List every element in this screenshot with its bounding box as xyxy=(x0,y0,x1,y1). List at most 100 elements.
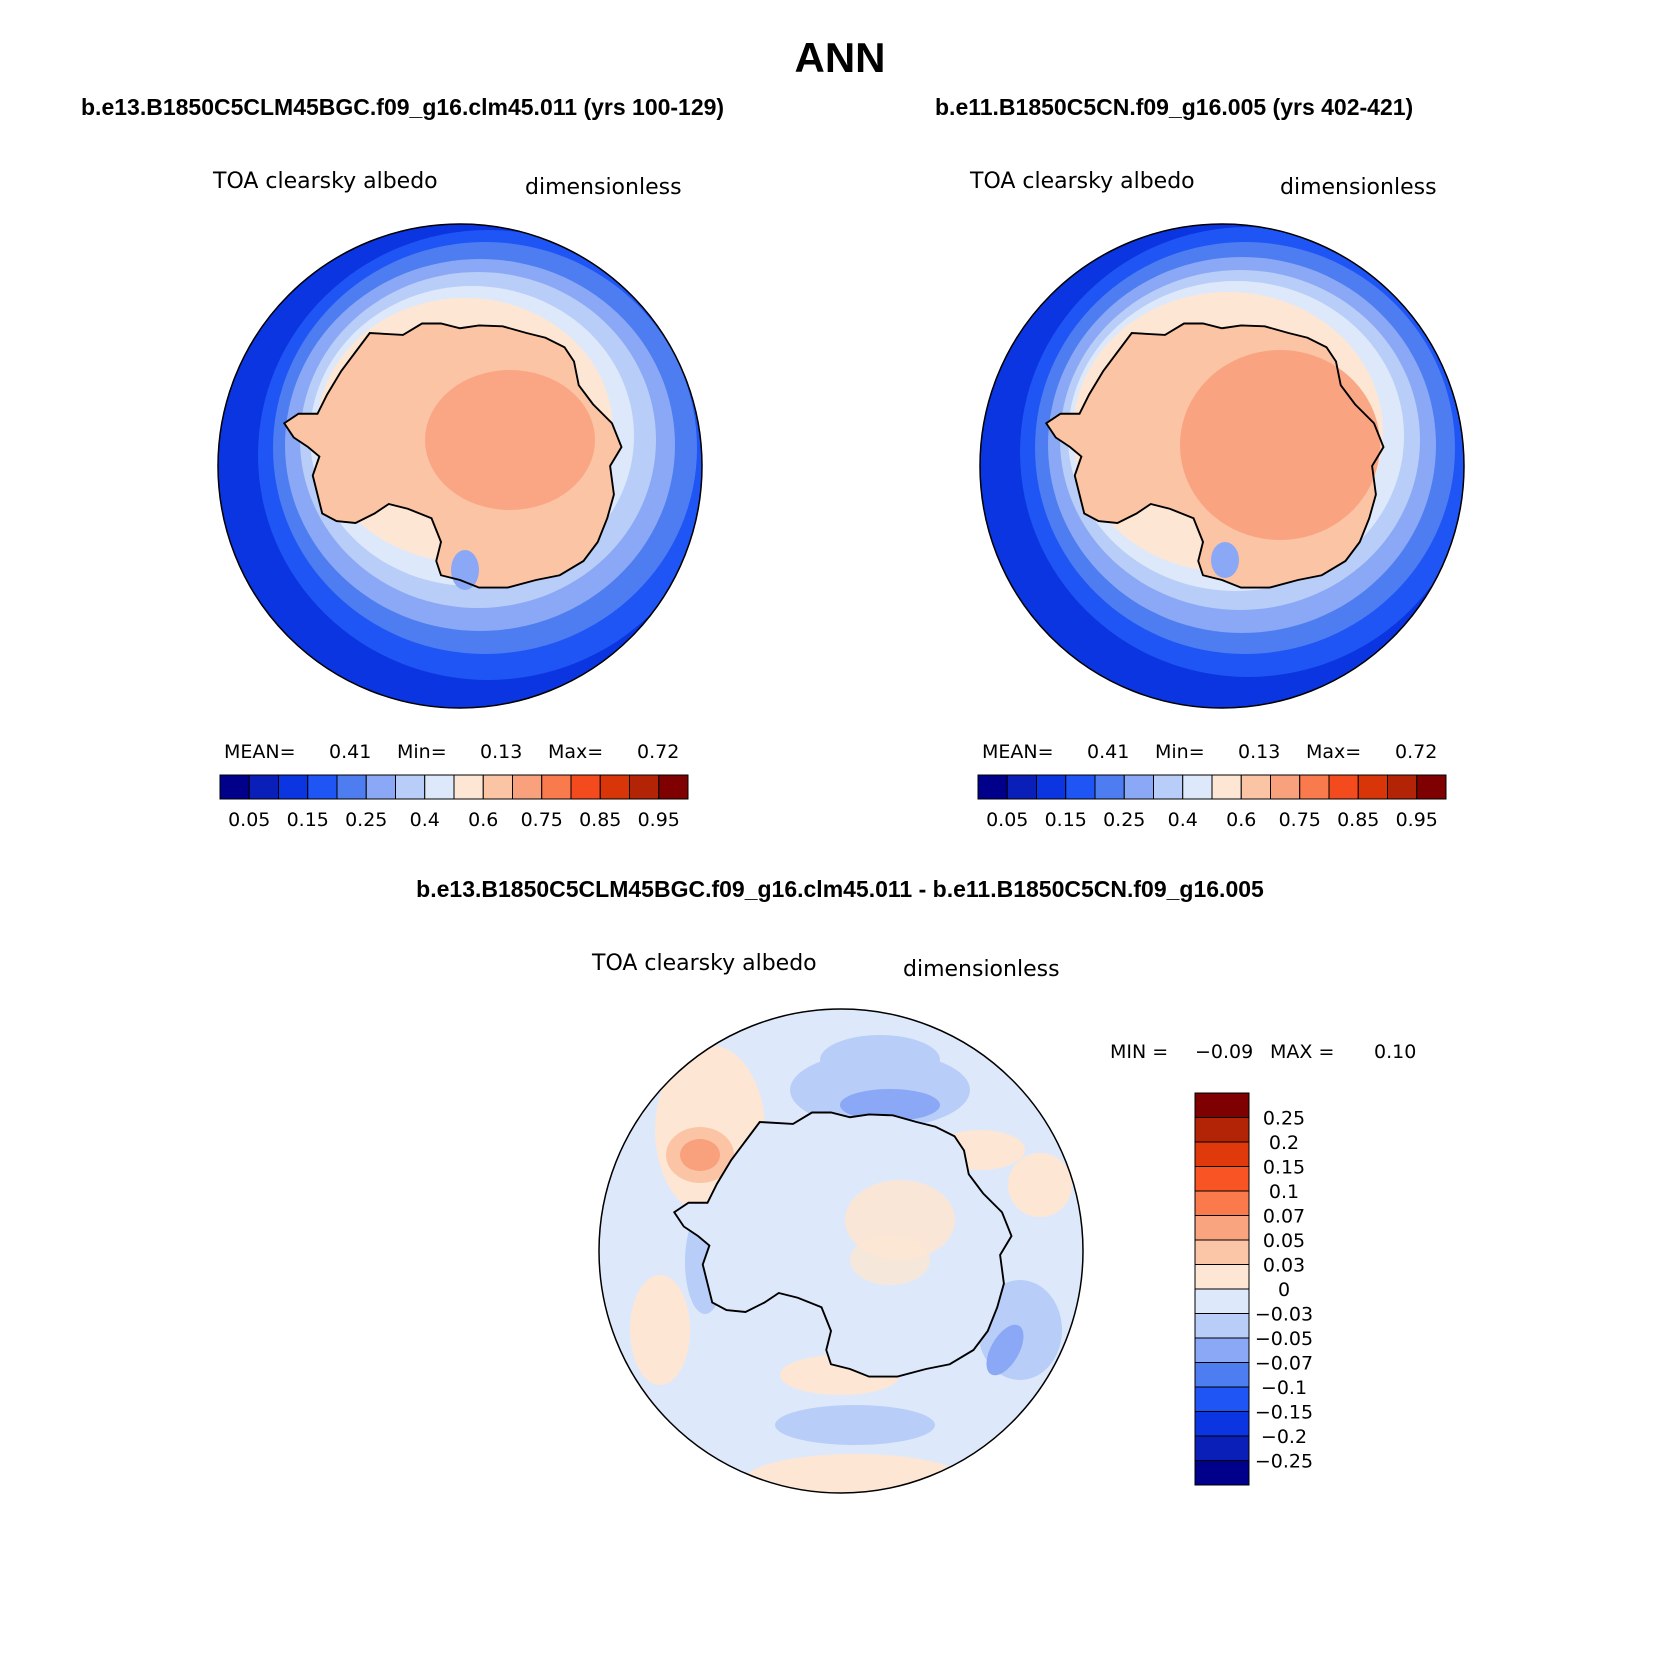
diff-stat-max: 0.10 xyxy=(1374,1041,1416,1063)
diff-colorbar-box xyxy=(1194,1215,1250,1241)
left-colorbar-box xyxy=(482,774,513,800)
diff-units-label: dimensionless xyxy=(903,957,1060,982)
diff-stat-min: −0.09 xyxy=(1195,1041,1253,1063)
left-stat-max-label: Max= xyxy=(548,741,603,763)
right-colorbar-label: 0.15 xyxy=(1045,809,1087,831)
left-colorbar-box xyxy=(658,774,689,800)
diff-colorbar-label: 0.15 xyxy=(1263,1157,1305,1179)
diff-colorbar-box xyxy=(1194,1411,1250,1437)
right-colorbar-box xyxy=(1065,774,1096,800)
right-colorbar-box xyxy=(1387,774,1418,800)
left-stat-mean-label: MEAN= xyxy=(224,741,296,763)
right-colorbar: 0.05 0.15 0.25 0.4 0.6 0.75 0.85 0.95 xyxy=(977,774,1447,831)
right-stat-max-label: Max= xyxy=(1306,741,1361,763)
panel-right: b.e11.B1850C5CN.f09_g16.005 (yrs 402-421… xyxy=(935,94,1465,831)
left-stat-max: 0.72 xyxy=(637,741,679,763)
diff-colorbar-box xyxy=(1194,1288,1250,1314)
diff-colorbar-label: 0.07 xyxy=(1263,1206,1305,1228)
right-colorbar-box xyxy=(1182,774,1213,800)
left-case-title: b.e13.B1850C5CLM45BGC.f09_g16.clm45.011 … xyxy=(81,94,724,120)
right-colorbar-box xyxy=(1328,774,1359,800)
diff-colorbar-label: −0.07 xyxy=(1255,1353,1313,1375)
left-colorbar-label: 0.4 xyxy=(410,809,440,831)
right-colorbar-label: 0.75 xyxy=(1279,809,1321,831)
diff-colorbar-box xyxy=(1194,1239,1250,1265)
right-colorbar-box xyxy=(1299,774,1330,800)
left-colorbar-box xyxy=(599,774,630,800)
left-colorbar-box xyxy=(395,774,426,800)
right-colorbar-box xyxy=(1094,774,1125,800)
diff-colorbar-box xyxy=(1194,1386,1250,1412)
right-colorbar-label: 0.6 xyxy=(1226,809,1256,831)
left-map-border xyxy=(217,223,703,709)
diff-variable-label: TOA clearsky albedo xyxy=(591,951,817,976)
panel-diff: b.e13.B1850C5CLM45BGC.f09_g16.clm45.011 … xyxy=(416,876,1416,1494)
panel-left: b.e13.B1850C5CLM45BGC.f09_g16.clm45.011 … xyxy=(81,94,724,831)
left-stat-mean: 0.41 xyxy=(329,741,371,763)
right-case-title: b.e11.B1850C5CN.f09_g16.005 (yrs 402-421… xyxy=(935,94,1413,120)
right-units-label: dimensionless xyxy=(1280,175,1437,200)
diff-stat-min-label: MIN = xyxy=(1110,1041,1168,1063)
diff-polar-map xyxy=(599,1009,1083,1493)
right-stat-mean-label: MEAN= xyxy=(982,741,1054,763)
left-colorbar-box xyxy=(307,774,338,800)
left-stat-min-label: Min= xyxy=(397,741,447,763)
right-map-border xyxy=(979,223,1465,709)
left-colorbar-label: 0.75 xyxy=(521,809,563,831)
left-colorbar-box xyxy=(336,774,367,800)
right-colorbar-box xyxy=(1357,774,1388,800)
diff-colorbar-label: −0.2 xyxy=(1261,1426,1307,1448)
left-colorbar-box xyxy=(424,774,455,800)
left-colorbar-box xyxy=(629,774,660,800)
diff-case-title: b.e13.B1850C5CLM45BGC.f09_g16.clm45.011 … xyxy=(416,876,1264,902)
right-colorbar-label: 0.95 xyxy=(1396,809,1438,831)
left-colorbar-box xyxy=(570,774,601,800)
right-stat-mean: 0.41 xyxy=(1087,741,1129,763)
diff-colorbar-box xyxy=(1194,1362,1250,1388)
diff-colorbar: 0.250.2 0.150.1 0.070.05 0.030 −0.03−0.05 −0.… xyxy=(1194,1092,1313,1486)
diff-map-border xyxy=(598,1008,1084,1494)
right-colorbar-label: 0.85 xyxy=(1337,809,1379,831)
right-colorbar-label: 0.25 xyxy=(1103,809,1145,831)
right-colorbar-box xyxy=(1270,774,1301,800)
right-colorbar-label: 0.05 xyxy=(986,809,1028,831)
right-colorbar-box xyxy=(1416,774,1447,800)
diff-stat-max-label: MAX = xyxy=(1270,1041,1334,1063)
diff-colorbar-label: 0.2 xyxy=(1269,1132,1299,1154)
diff-colorbar-box xyxy=(1194,1166,1250,1192)
right-colorbar-box xyxy=(1036,774,1067,800)
diff-colorbar-box xyxy=(1194,1117,1250,1143)
left-colorbar-label: 0.05 xyxy=(228,809,270,831)
diff-colorbar-box xyxy=(1194,1264,1250,1290)
left-colorbar: 0.05 0.15 0.25 0.4 0.6 0.75 0.85 0.95 xyxy=(219,774,689,831)
right-colorbar-box xyxy=(1240,774,1271,800)
diff-colorbar-label: 0.03 xyxy=(1263,1255,1305,1277)
left-colorbar-box xyxy=(278,774,309,800)
page-title: ANN xyxy=(795,34,886,81)
right-variable-label: TOA clearsky albedo xyxy=(969,169,1195,194)
diff-colorbar-label: −0.05 xyxy=(1255,1328,1313,1350)
right-stat-max: 0.72 xyxy=(1395,741,1437,763)
right-colorbar-box xyxy=(1211,774,1242,800)
right-stat-min-label: Min= xyxy=(1155,741,1205,763)
left-variable-label: TOA clearsky albedo xyxy=(212,169,438,194)
right-colorbar-box xyxy=(1153,774,1184,800)
left-colorbar-box xyxy=(512,774,543,800)
left-colorbar-label: 0.15 xyxy=(287,809,329,831)
right-colorbar-box xyxy=(977,774,1008,800)
diff-colorbar-box xyxy=(1194,1313,1250,1339)
diff-colorbar-label: −0.03 xyxy=(1255,1304,1313,1326)
right-colorbar-box xyxy=(1123,774,1154,800)
right-colorbar-label: 0.4 xyxy=(1168,809,1198,831)
left-colorbar-box xyxy=(219,774,250,800)
left-colorbar-box xyxy=(541,774,572,800)
diff-colorbar-box xyxy=(1194,1435,1250,1461)
left-stat-min: 0.13 xyxy=(480,741,522,763)
diff-colorbar-box xyxy=(1194,1190,1250,1216)
right-colorbar-box xyxy=(1006,774,1037,800)
left-colorbar-label: 0.95 xyxy=(638,809,680,831)
diff-colorbar-label: 0.1 xyxy=(1269,1181,1299,1203)
left-units-label: dimensionless xyxy=(525,175,682,200)
diff-colorbar-label: −0.15 xyxy=(1255,1402,1313,1424)
diff-colorbar-box xyxy=(1194,1092,1250,1118)
